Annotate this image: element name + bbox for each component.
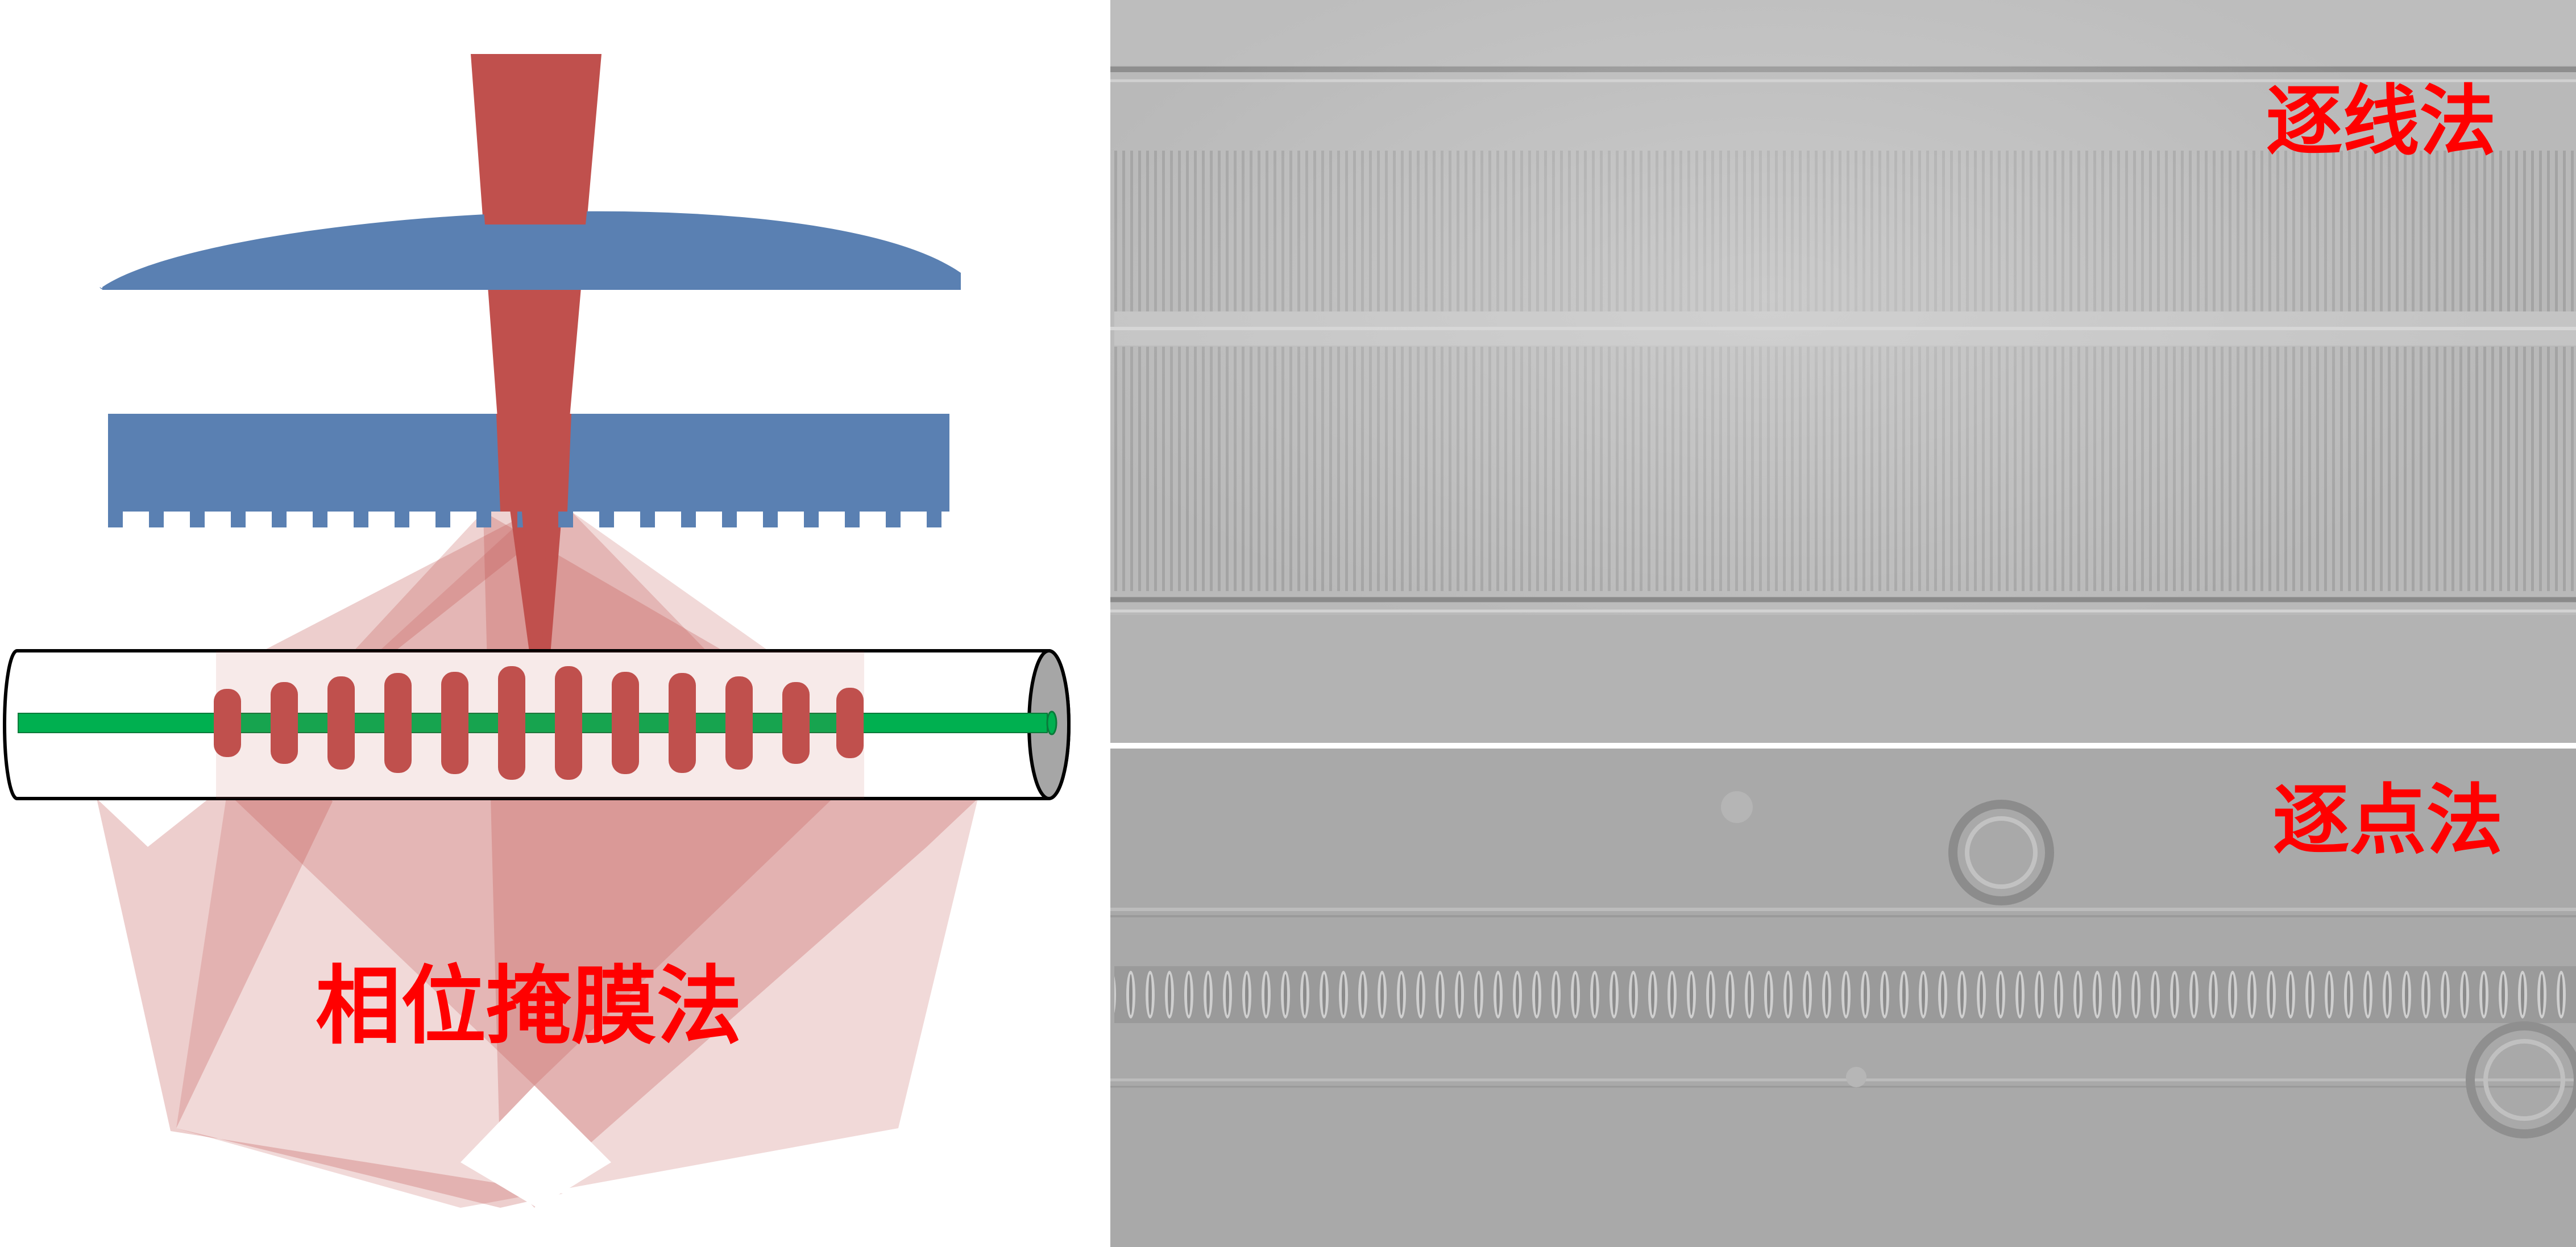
point-by-point-micrograph: 逐点法 xyxy=(1110,749,2576,1247)
grating-fringe xyxy=(555,666,582,780)
diffraction-beam-left xyxy=(97,512,571,1208)
phase-mask-tooth xyxy=(231,512,246,527)
phase-mask-tooth xyxy=(886,512,901,527)
phase-mask-tooth xyxy=(272,512,287,527)
point-by-point-label: 逐点法 xyxy=(2273,775,2503,865)
grating-fringe xyxy=(725,676,753,770)
phase-mask-label: 相位掩膜法 xyxy=(316,956,742,1056)
optical-fiber xyxy=(3,649,1071,800)
phase-mask-tooth xyxy=(927,512,941,527)
grating-index-modulation xyxy=(214,666,864,780)
point-grating-track xyxy=(1114,966,2576,1023)
phase-mask-tooth xyxy=(845,512,860,527)
phase-mask-tooth xyxy=(558,512,573,527)
grating-fringe xyxy=(498,666,525,780)
phase-mask-tooth xyxy=(640,512,655,527)
grating-fringe xyxy=(271,682,298,764)
beam-gap-bottom xyxy=(461,1086,611,1208)
fiber-core-end xyxy=(1046,710,1057,735)
phase-mask-tooth xyxy=(763,512,778,527)
grating-fringe xyxy=(836,688,864,758)
phase-mask-tooth xyxy=(395,512,409,527)
panel-divider xyxy=(1110,743,2576,749)
phase-mask-tooth xyxy=(681,512,696,527)
phase-mask-tooth xyxy=(722,512,737,527)
phase-mask-tooth xyxy=(804,512,819,527)
phase-mask-tooth xyxy=(354,512,368,527)
phase-mask-tooth xyxy=(190,512,205,527)
cylindrical-lens xyxy=(102,211,961,290)
laser-beam-through-mask xyxy=(496,414,571,512)
phase-mask-tooth xyxy=(108,512,123,527)
grating-fringe xyxy=(384,673,412,773)
grating-fringe xyxy=(327,676,355,770)
grating-fringe xyxy=(669,673,696,773)
phase-mask-teeth xyxy=(108,512,941,527)
fiber-core xyxy=(18,713,1048,733)
phase-mask-tooth xyxy=(599,512,614,527)
grating-fringe xyxy=(214,689,241,757)
phase-mask-tooth xyxy=(313,512,327,527)
grating-fringe xyxy=(612,672,639,774)
phase-mask-schematic: 相位掩膜法 xyxy=(3,54,1071,1208)
phase-mask-tooth xyxy=(435,512,450,527)
phase-mask-tooth xyxy=(476,512,491,527)
line-by-line-label: 逐线法 xyxy=(2266,76,2496,166)
grating-fringe xyxy=(782,682,810,764)
laser-beam-through-lens xyxy=(483,196,588,225)
phase-mask-tooth xyxy=(149,512,164,527)
line-by-line-micrograph: 逐线法 xyxy=(1110,0,2576,743)
grating-fringe xyxy=(441,672,468,774)
